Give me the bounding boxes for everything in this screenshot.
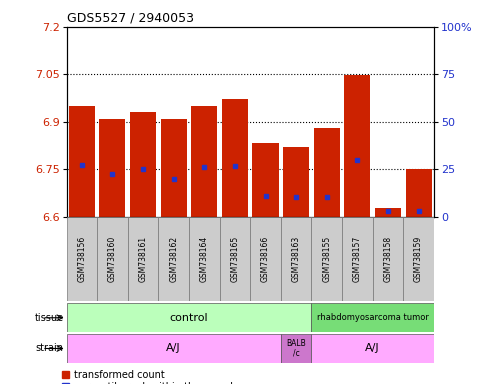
Bar — [252, 144, 279, 217]
Bar — [97, 217, 128, 301]
Text: GSM738158: GSM738158 — [384, 236, 392, 282]
Text: rhabdomyosarcoma tumor: rhabdomyosarcoma tumor — [317, 313, 428, 322]
Bar — [67, 303, 312, 332]
Bar — [406, 169, 431, 217]
Bar — [219, 217, 250, 301]
Text: strain: strain — [35, 343, 64, 354]
Bar — [67, 217, 97, 301]
Bar — [69, 106, 95, 217]
Text: GSM738166: GSM738166 — [261, 236, 270, 282]
Text: BALB
/c: BALB /c — [286, 339, 306, 358]
Bar — [128, 217, 158, 301]
Text: GSM738160: GSM738160 — [108, 236, 117, 282]
Bar — [161, 119, 187, 217]
Bar — [403, 217, 434, 301]
Text: GSM738159: GSM738159 — [414, 236, 423, 282]
Text: GSM738155: GSM738155 — [322, 236, 331, 282]
Bar — [373, 217, 403, 301]
Bar — [189, 217, 219, 301]
Bar — [130, 112, 156, 217]
Text: A/J: A/J — [166, 343, 181, 354]
Text: GSM738161: GSM738161 — [139, 236, 147, 282]
Bar — [312, 217, 342, 301]
Bar — [312, 303, 434, 332]
Bar — [67, 334, 281, 363]
Bar — [222, 99, 248, 217]
Bar — [281, 217, 312, 301]
Bar — [342, 217, 373, 301]
Bar — [158, 217, 189, 301]
Bar — [312, 334, 434, 363]
Bar — [100, 119, 126, 217]
Bar — [281, 334, 312, 363]
Text: A/J: A/J — [365, 343, 380, 354]
Bar — [250, 217, 281, 301]
Bar — [375, 208, 401, 217]
Text: GSM738162: GSM738162 — [169, 236, 178, 282]
Text: GSM738163: GSM738163 — [291, 236, 301, 282]
Text: GDS5527 / 2940053: GDS5527 / 2940053 — [67, 11, 194, 24]
Text: control: control — [170, 313, 209, 323]
Bar — [191, 106, 217, 217]
Text: GSM738156: GSM738156 — [77, 236, 86, 282]
Bar — [283, 147, 309, 217]
Text: GSM738164: GSM738164 — [200, 236, 209, 282]
Text: tissue: tissue — [35, 313, 64, 323]
Bar — [344, 75, 370, 217]
Legend: transformed count, percentile rank within the sample: transformed count, percentile rank withi… — [62, 370, 239, 384]
Text: GSM738157: GSM738157 — [353, 236, 362, 282]
Bar — [314, 128, 340, 217]
Text: GSM738165: GSM738165 — [230, 236, 240, 282]
